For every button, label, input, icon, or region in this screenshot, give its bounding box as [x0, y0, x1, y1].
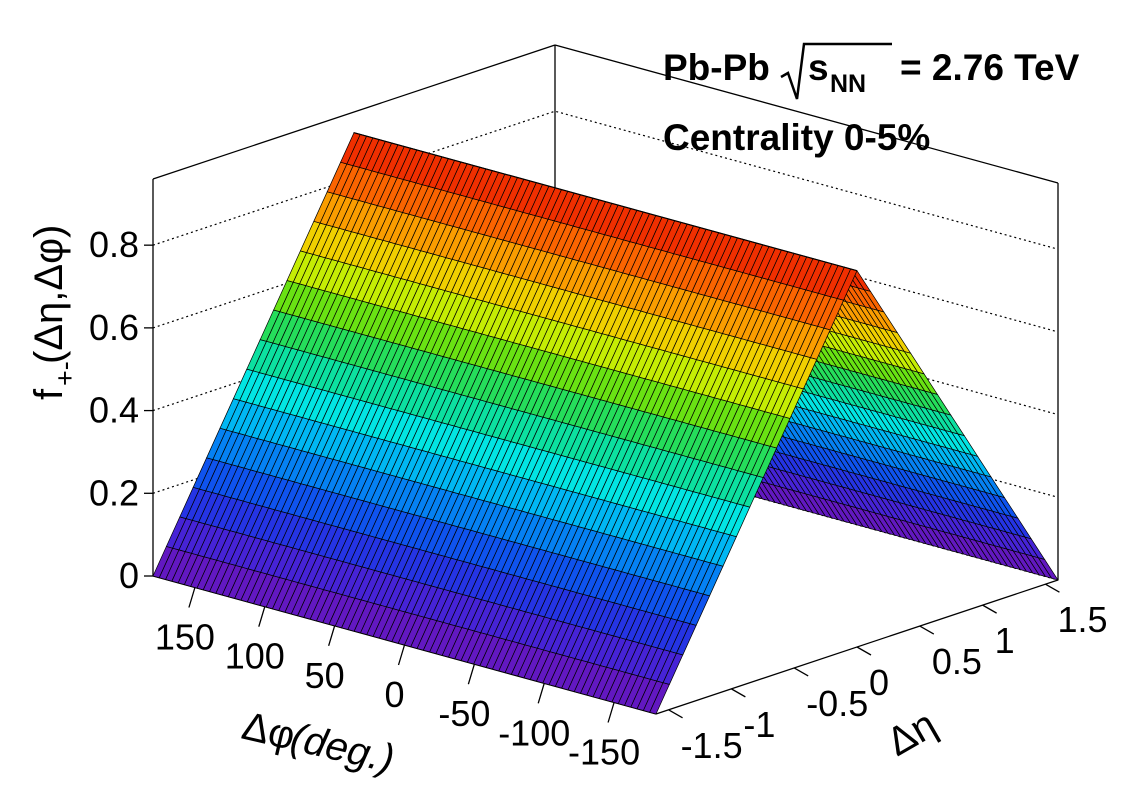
y-tick [982, 604, 997, 614]
x-tick-label: -50 [438, 693, 490, 734]
x-tick-label: 150 [155, 617, 215, 658]
z-tick-label: 0 [119, 555, 139, 596]
x-tick-label: 0 [384, 674, 404, 715]
y-tick-label: 1.5 [1057, 599, 1107, 640]
z-tick-label: 0.6 [89, 307, 139, 348]
z-tick-label: 0.4 [89, 390, 139, 431]
energy-subscript-label: NN [830, 70, 866, 98]
x-tick-label: -100 [498, 712, 570, 753]
x-axis-title: Δφ (deg.) [238, 704, 398, 782]
y-tick [856, 646, 872, 656]
z-axis-ticks: 0 0.2 0.4 0.6 0.8 [89, 224, 153, 596]
z-grid-line [152, 110, 1059, 250]
x-tick [328, 625, 336, 647]
x-tick [537, 683, 545, 704]
z-axis-title: f +- (Δη,Δφ) [27, 225, 80, 400]
frame-edge [554, 44, 1059, 184]
x-tick-label: 50 [305, 655, 345, 696]
y-tick [668, 709, 683, 719]
x-axis-ticks: 150 100 50 0 -50 -100-150 [155, 587, 640, 773]
y-tick-label: 0.5 [932, 641, 982, 682]
y-tick-label: 1 [995, 620, 1015, 661]
x-tick [397, 644, 406, 666]
frame-edge [152, 44, 556, 180]
x-tick [258, 606, 266, 627]
x-axis-title-unit: (deg.) [287, 715, 399, 781]
y-axis-ticks: -1.5-1 -0.50 0.5 1 1.5 [668, 583, 1107, 766]
z-axis-title-sub: +- [50, 361, 80, 386]
y-tick [1045, 583, 1060, 593]
y-tick-label: 0 [869, 662, 889, 703]
z-axis-title-f: f [27, 388, 71, 400]
z-tick-label: 0.8 [89, 224, 139, 265]
x-tick [607, 702, 615, 723]
x-tick-label: -150 [568, 732, 640, 773]
energy-value-label: = 2.76 TeV [900, 47, 1080, 88]
centrality-label: Centrality 0-5% [663, 117, 930, 158]
y-tick [793, 667, 809, 677]
collision-system-label: Pb-Pb [663, 47, 770, 88]
y-tick-label: -1 [743, 704, 775, 745]
y-tick-label: -0.5 [806, 683, 868, 724]
x-tick-label: 100 [225, 636, 285, 677]
x-tick [188, 587, 196, 608]
y-tick [919, 625, 935, 635]
y-axis-title: Δη [880, 702, 944, 765]
z-axis-title-args: (Δη,Δφ) [27, 225, 71, 364]
y-tick [731, 688, 746, 698]
y-tick-label: -1.5 [681, 725, 743, 766]
z-tick-label: 0.2 [89, 472, 139, 513]
energy-variable-label: s [808, 47, 829, 88]
x-tick [467, 663, 475, 685]
surface-cell [836, 268, 858, 301]
sqrt-symbol [780, 42, 892, 100]
ridge-line [353, 132, 858, 272]
surface-plot [152, 132, 1059, 715]
